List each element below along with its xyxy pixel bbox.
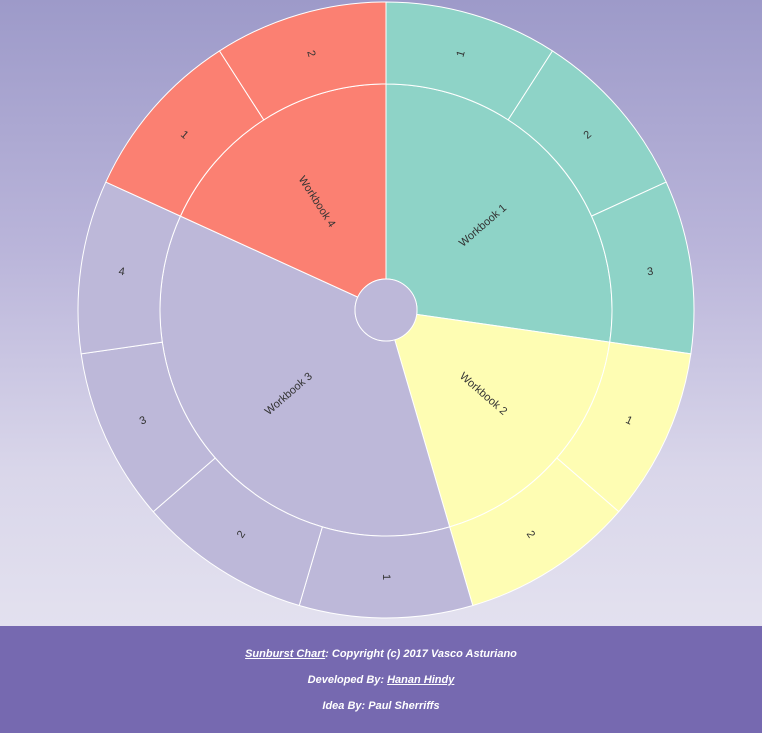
sunburst-segment-workbook-4-2[interactable]	[218, 1, 387, 121]
footer-copyright-line: Sunburst Chart: Copyright (c) 2017 Vasco…	[0, 648, 762, 660]
footer-idea-line: Idea By: Paul Sherriffs	[0, 700, 762, 712]
sunburst-segment-workbook-3-1[interactable]	[298, 526, 474, 619]
sunburst-label-workbook-1-3: 3	[646, 266, 654, 279]
sunburst-label-workbook-3-4: 4	[118, 266, 126, 279]
sunburst-label-workbook-2-2: 2	[524, 529, 537, 541]
developed-by-label: Developed By:	[307, 674, 388, 686]
sunburst-label-workbook-4-2: 2	[304, 49, 317, 58]
sunburst-label-workbook-3-1: 1	[380, 574, 392, 580]
footer: Sunburst Chart: Copyright (c) 2017 Vasco…	[0, 626, 762, 733]
sunburst-label-workbook-3-2: 2	[235, 529, 248, 541]
sunburst-label-workbook-1-1: 1	[455, 49, 468, 58]
sunburst-label-workbook-3-3: 3	[138, 414, 149, 427]
developer-link[interactable]: Hanan Hindy	[387, 674, 455, 686]
sunburst-chart-link[interactable]: Sunburst Chart	[245, 648, 326, 660]
copyright-text: : Copyright (c) 2017 Vasco Asturiano	[325, 648, 517, 660]
sunburst-root[interactable]	[354, 278, 418, 342]
sunburst-label-workbook-2-1: 1	[624, 414, 635, 427]
footer-developer-line: Developed By: Hanan Hindy	[0, 674, 762, 686]
idea-by-text: Idea By: Paul Sherriffs	[322, 700, 440, 712]
